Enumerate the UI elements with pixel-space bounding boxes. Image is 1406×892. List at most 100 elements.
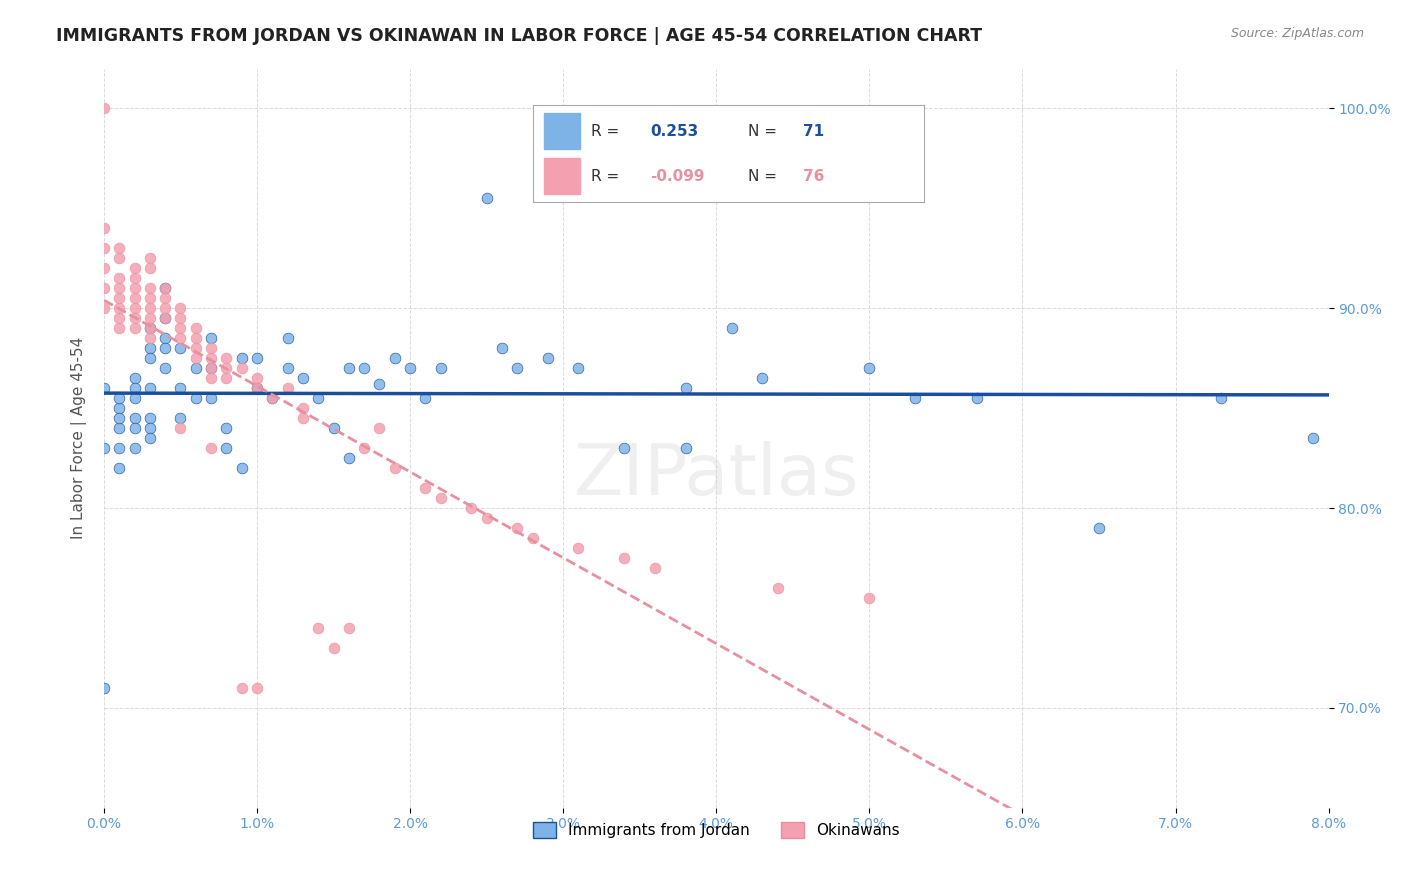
Point	[169, 381, 191, 395]
Point	[139, 252, 162, 266]
Point	[139, 341, 162, 355]
Point	[506, 521, 529, 535]
Point	[277, 381, 299, 395]
Point	[307, 391, 329, 405]
Point	[108, 391, 131, 405]
Point	[200, 331, 222, 345]
Point	[93, 261, 115, 276]
Point	[169, 311, 191, 326]
Point	[522, 531, 544, 545]
Point	[124, 291, 146, 305]
Point	[291, 411, 314, 425]
Point	[108, 311, 131, 326]
Point	[246, 351, 269, 366]
Point	[262, 391, 284, 405]
Point	[262, 391, 284, 405]
Point	[108, 461, 131, 475]
Point	[169, 321, 191, 335]
Point	[124, 271, 146, 285]
Point	[200, 341, 222, 355]
Point	[200, 371, 222, 385]
Point	[139, 311, 162, 326]
Point	[491, 341, 513, 355]
Point	[108, 241, 131, 255]
Point	[858, 591, 880, 605]
Point	[720, 321, 742, 335]
Point	[429, 361, 451, 376]
Point	[108, 411, 131, 425]
Point	[246, 381, 269, 395]
Text: ZIPatlas: ZIPatlas	[574, 441, 859, 509]
Point	[200, 361, 222, 376]
Point	[139, 321, 162, 335]
Point	[751, 371, 773, 385]
Point	[169, 301, 191, 316]
Point	[277, 361, 299, 376]
Point	[337, 621, 360, 635]
Point	[399, 361, 422, 376]
Point	[200, 351, 222, 366]
Point	[124, 391, 146, 405]
Point	[966, 391, 988, 405]
Point	[215, 351, 238, 366]
Point	[337, 361, 360, 376]
Point	[108, 421, 131, 435]
Point	[215, 371, 238, 385]
Point	[184, 331, 207, 345]
Point	[139, 431, 162, 445]
Point	[93, 221, 115, 235]
Point	[108, 441, 131, 455]
Point	[384, 461, 406, 475]
Point	[291, 401, 314, 416]
Point	[506, 361, 529, 376]
Text: Source: ZipAtlas.com: Source: ZipAtlas.com	[1230, 27, 1364, 40]
Point	[231, 681, 253, 695]
Point	[108, 291, 131, 305]
Point	[139, 421, 162, 435]
Point	[124, 261, 146, 276]
Point	[153, 291, 176, 305]
Point	[675, 381, 697, 395]
Point	[537, 351, 560, 366]
Point	[93, 681, 115, 695]
Point	[153, 331, 176, 345]
Point	[644, 561, 666, 575]
Point	[153, 341, 176, 355]
Point	[124, 411, 146, 425]
Point	[93, 102, 115, 116]
Point	[139, 281, 162, 295]
Point	[139, 301, 162, 316]
Point	[139, 351, 162, 366]
Point	[858, 361, 880, 376]
Point	[93, 241, 115, 255]
Point	[124, 371, 146, 385]
Point	[475, 511, 498, 525]
Point	[139, 381, 162, 395]
Point	[246, 371, 269, 385]
Point	[124, 441, 146, 455]
Point	[231, 351, 253, 366]
Point	[200, 441, 222, 455]
Point	[384, 351, 406, 366]
Point	[184, 341, 207, 355]
Point	[246, 381, 269, 395]
Point	[322, 421, 344, 435]
Point	[153, 281, 176, 295]
Point	[139, 331, 162, 345]
Point	[613, 441, 636, 455]
Point	[368, 377, 391, 392]
Point	[139, 291, 162, 305]
Legend: Immigrants from Jordan, Okinawans: Immigrants from Jordan, Okinawans	[527, 816, 905, 845]
Point	[139, 261, 162, 276]
Point	[153, 301, 176, 316]
Point	[93, 381, 115, 395]
Point	[904, 391, 927, 405]
Point	[368, 421, 391, 435]
Point	[153, 311, 176, 326]
Point	[429, 491, 451, 505]
Point	[169, 411, 191, 425]
Point	[184, 321, 207, 335]
Point	[353, 361, 375, 376]
Point	[307, 621, 329, 635]
Point	[153, 311, 176, 326]
